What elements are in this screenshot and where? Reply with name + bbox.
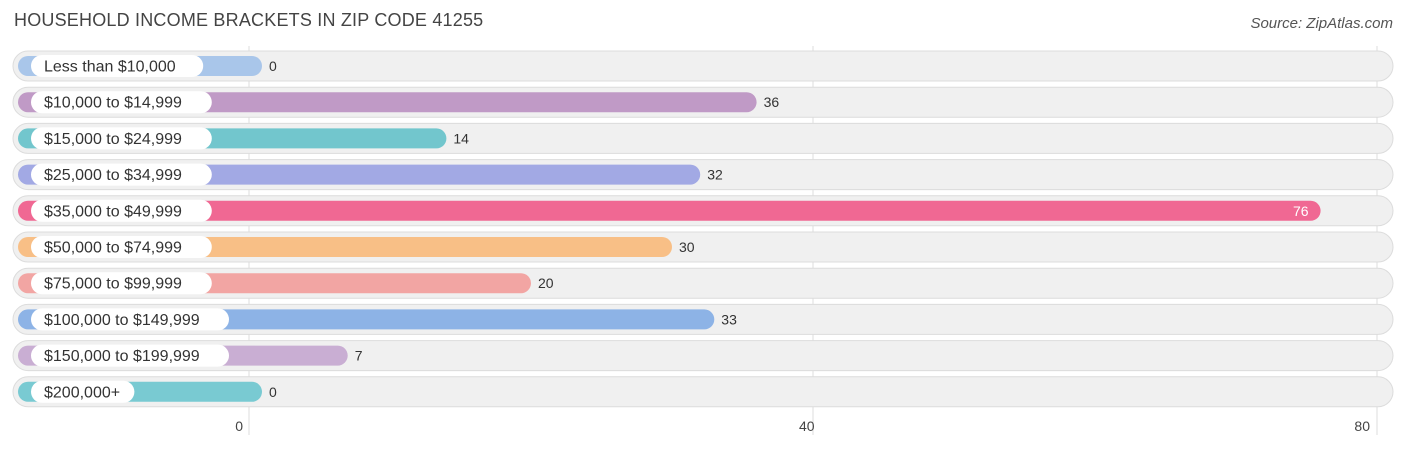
category-label-pill <box>31 272 212 295</box>
category-label: $35,000 to $49,999 <box>44 203 182 220</box>
category-label: $150,000 to $199,999 <box>44 348 200 365</box>
category-label-pill <box>31 163 212 186</box>
category-label: $100,000 to $149,999 <box>44 312 200 329</box>
row-background <box>12 50 1394 82</box>
category-label: $200,000+ <box>44 384 120 401</box>
value-label: 0 <box>269 384 277 400</box>
chart-title: HOUSEHOLD INCOME BRACKETS IN ZIP CODE 41… <box>14 10 484 30</box>
value-label: 32 <box>707 167 723 183</box>
value-label: 0 <box>269 58 277 74</box>
bar <box>18 200 1321 221</box>
value-label: 7 <box>355 348 363 364</box>
x-tick-label: 40 <box>799 418 815 434</box>
category-label-pill <box>31 344 229 367</box>
source-label: Source: ZipAtlas.com <box>1250 15 1393 32</box>
category-label-pill <box>31 199 212 222</box>
value-label: 20 <box>538 275 554 291</box>
value-label: 30 <box>679 239 695 255</box>
category-label: $50,000 to $74,999 <box>44 240 182 257</box>
category-label-pill <box>31 380 135 403</box>
value-label: 76 <box>1293 203 1309 219</box>
category-label: $25,000 to $34,999 <box>44 167 182 184</box>
category-label-pill <box>31 127 212 150</box>
row-background <box>12 340 1394 372</box>
value-label: 36 <box>764 94 780 110</box>
category-label: $10,000 to $14,999 <box>44 95 182 112</box>
x-tick-label: 80 <box>1354 418 1370 434</box>
category-label: $75,000 to $99,999 <box>44 276 182 293</box>
value-label: 33 <box>721 311 737 327</box>
category-label-pill <box>31 308 229 331</box>
category-label: Less than $10,000 <box>44 59 176 76</box>
category-label: $15,000 to $24,999 <box>44 131 182 148</box>
category-label-pill <box>31 236 212 258</box>
category-label-pill <box>31 55 204 77</box>
category-label-pill <box>31 91 212 114</box>
value-label: 14 <box>453 130 469 146</box>
x-tick-label: 0 <box>235 418 243 434</box>
row-background <box>12 376 1394 408</box>
